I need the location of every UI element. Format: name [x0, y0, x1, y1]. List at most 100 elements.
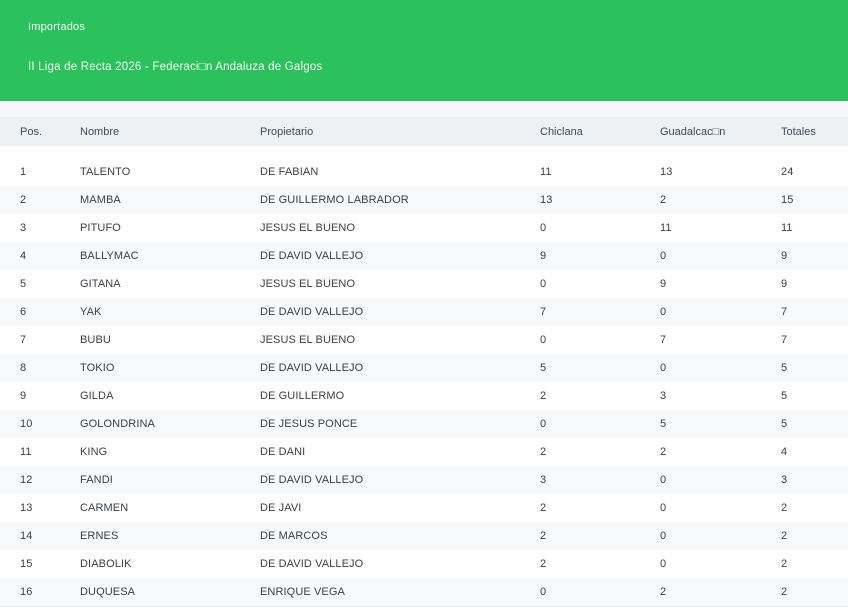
- table-row: 14 ERNES DE MARCOS 2 0 2: [0, 522, 848, 550]
- table-row: 12 FANDI DE DAVID VALLEJO 3 0 3: [0, 466, 848, 494]
- table-row: 4 BALLYMAC DE DAVID VALLEJO 9 0 9: [0, 242, 848, 270]
- cell-pos: 4: [20, 250, 27, 262]
- cell-nombre: BUBU: [80, 334, 111, 346]
- table-row: 9 GILDA DE GUILLERMO 2 3 5: [0, 382, 848, 410]
- cell-guadalcacin: 0: [660, 502, 667, 514]
- cell-pos: 1: [20, 166, 27, 178]
- cell-nombre: TALENTO: [80, 166, 131, 178]
- table-row: 5 GITANA JESUS EL BUENO 0 9 9: [0, 270, 848, 298]
- cell-chiclana: 7: [540, 306, 547, 318]
- cell-totales: 2: [781, 530, 788, 542]
- cell-propietario: DE FABIAN: [260, 166, 319, 178]
- cell-propietario: DE JAVI: [260, 502, 302, 514]
- cell-totales: 2: [781, 586, 788, 598]
- cell-pos: 16: [20, 586, 33, 598]
- cell-guadalcacin: 0: [660, 530, 667, 542]
- cell-nombre: DIABOLIK: [80, 558, 132, 570]
- cell-nombre: TOKIO: [80, 362, 115, 374]
- cell-totales: 5: [781, 390, 788, 402]
- cell-propietario: DE MARCOS: [260, 530, 328, 542]
- cell-propietario: ENRIQUE VEGA: [260, 586, 345, 598]
- cell-chiclana: 5: [540, 362, 547, 374]
- cell-nombre: GILDA: [80, 390, 114, 402]
- cell-guadalcacin: 5: [660, 418, 667, 430]
- table-row: 7 BUBU JESUS EL BUENO 0 7 7: [0, 326, 848, 354]
- cell-chiclana: 0: [540, 334, 547, 346]
- cell-chiclana: 2: [540, 530, 547, 542]
- cell-totales: 9: [781, 250, 788, 262]
- cell-guadalcacin: 9: [660, 278, 667, 290]
- cell-guadalcacin: 0: [660, 250, 667, 262]
- cell-guadalcacin: 11: [660, 222, 672, 234]
- cell-chiclana: 0: [540, 222, 547, 234]
- cell-pos: 14: [20, 530, 33, 542]
- table-head-gap: [0, 146, 848, 158]
- cell-chiclana: 2: [540, 558, 547, 570]
- cell-totales: 24: [781, 166, 794, 178]
- table-row: 1 TALENTO DE FABIAN 11 13 24: [0, 158, 848, 186]
- table-row: 6 YAK DE DAVID VALLEJO 7 0 7: [0, 298, 848, 326]
- page-header: Importados II Liga de Recta 2026 - Feder…: [0, 0, 848, 101]
- cell-propietario: DE GUILLERMO: [260, 390, 345, 402]
- page-title: II Liga de Recta 2026 - Federaci□n Andal…: [28, 61, 323, 73]
- table-row: 2 MAMBA DE GUILLERMO LABRADOR 13 2 15: [0, 186, 848, 214]
- cell-propietario: DE DAVID VALLEJO: [260, 250, 364, 262]
- cell-chiclana: 3: [540, 474, 547, 486]
- cell-chiclana: 2: [540, 390, 547, 402]
- cell-totales: 5: [781, 418, 788, 430]
- table-row: 3 PITUFO JESUS EL BUENO 0 11 11: [0, 214, 848, 242]
- cell-propietario: JESUS EL BUENO: [260, 334, 356, 346]
- table-row: 8 TOKIO DE DAVID VALLEJO 5 0 5: [0, 354, 848, 382]
- cell-chiclana: 9: [540, 250, 547, 262]
- table-row: 15 DIABOLIK DE DAVID VALLEJO 2 0 2: [0, 550, 848, 578]
- cell-totales: 11: [781, 222, 793, 234]
- cell-pos: 12: [20, 474, 33, 486]
- cell-chiclana: 13: [540, 194, 553, 206]
- cell-pos: 2: [20, 194, 27, 206]
- cell-guadalcacin: 0: [660, 474, 667, 486]
- cell-guadalcacin: 0: [660, 306, 667, 318]
- section-label: Importados: [28, 21, 86, 33]
- table-header-row: Pos. Nombre Propietario Chiclana Guadalc…: [0, 117, 848, 146]
- cell-nombre: KING: [80, 446, 108, 458]
- column-header-guadalcacin: Guadalcac□n: [660, 125, 726, 138]
- cell-nombre: DUQUESA: [80, 586, 136, 598]
- cell-totales: 7: [781, 334, 788, 346]
- cell-pos: 11: [20, 446, 32, 458]
- cell-propietario: DE DAVID VALLEJO: [260, 362, 364, 374]
- cell-pos: 10: [20, 418, 33, 430]
- cell-guadalcacin: 7: [660, 334, 667, 346]
- cell-totales: 5: [781, 362, 788, 374]
- cell-nombre: YAK: [80, 306, 102, 318]
- cell-nombre: CARMEN: [80, 502, 129, 514]
- cell-guadalcacin: 2: [660, 194, 667, 206]
- cell-pos: 8: [20, 362, 27, 374]
- cell-chiclana: 2: [540, 502, 547, 514]
- column-header-propietario: Propietario: [260, 125, 314, 138]
- cell-propietario: JESUS EL BUENO: [260, 222, 356, 234]
- table-row: 16 DUQUESA ENRIQUE VEGA 0 2 2: [0, 578, 848, 606]
- cell-totales: 7: [781, 306, 788, 318]
- cell-guadalcacin: 0: [660, 558, 667, 570]
- cell-propietario: DE GUILLERMO LABRADOR: [260, 194, 409, 206]
- table-row: 10 GOLONDRINA DE JESUS PONCE 0 5 5: [0, 410, 848, 438]
- cell-nombre: ERNES: [80, 530, 119, 542]
- cell-guadalcacin: 0: [660, 362, 667, 374]
- cell-totales: 2: [781, 502, 788, 514]
- column-header-totales: Totales: [781, 125, 816, 138]
- cell-propietario: DE JESUS PONCE: [260, 418, 358, 430]
- cell-guadalcacin: 3: [660, 390, 667, 402]
- header-table-spacer: [0, 101, 848, 117]
- cell-pos: 13: [20, 502, 33, 514]
- cell-propietario: DE DANI: [260, 446, 306, 458]
- cell-pos: 7: [20, 334, 27, 346]
- cell-pos: 15: [20, 558, 33, 570]
- cell-totales: 4: [781, 446, 788, 458]
- cell-chiclana: 0: [540, 586, 547, 598]
- cell-totales: 3: [781, 474, 788, 486]
- table-row: 13 CARMEN DE JAVI 2 0 2: [0, 494, 848, 522]
- cell-chiclana: 0: [540, 418, 547, 430]
- column-header-chiclana: Chiclana: [540, 125, 583, 138]
- cell-pos: 6: [20, 306, 27, 318]
